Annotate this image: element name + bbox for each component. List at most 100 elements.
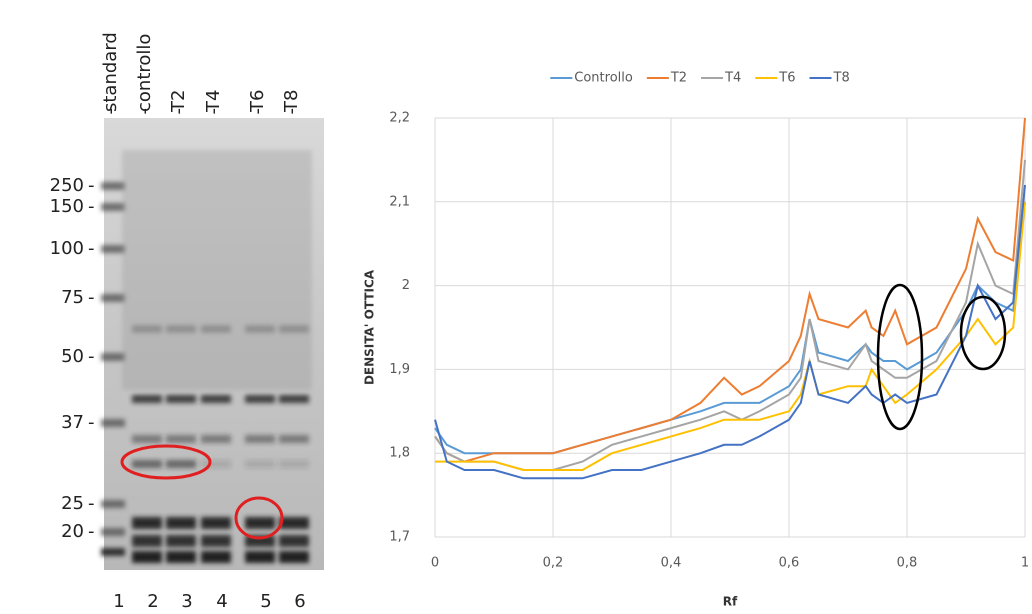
- mw-label: 75: [61, 287, 84, 308]
- mw-label: 250: [50, 175, 84, 196]
- lane-number: 6: [294, 591, 305, 612]
- lane-dash: -: [134, 108, 155, 115]
- gel-band: [279, 435, 309, 443]
- lane-number: 2: [147, 591, 158, 612]
- y-axis-label: DENSITA' OTTICA: [363, 269, 377, 385]
- gel-band: [201, 517, 231, 529]
- lane-label: T6: [247, 90, 268, 113]
- series-line: [434, 117, 1026, 463]
- gel-image: 250 -150 -100 -75 -50 -37 -25 -20 -standard-cont…: [50, 32, 324, 612]
- gel-band: [101, 353, 125, 361]
- lane-label: T4: [203, 90, 224, 113]
- gel-band: [101, 203, 125, 211]
- y-tick-label: 2,1: [389, 194, 410, 209]
- gel-band: [122, 150, 312, 390]
- lane-number: 3: [181, 591, 192, 612]
- mw-label: 37: [61, 412, 84, 433]
- gel-band: [245, 517, 275, 529]
- gel-band: [101, 548, 125, 556]
- highlight-circle: [120, 444, 212, 480]
- line-chart: 1,7 1,8 1,9 2 2,1 2,2 0 0,2 0,4 0,6 0,8 1 Rf DENSITA'…: [363, 71, 1030, 609]
- series-line: [434, 159, 1026, 471]
- gel-band: [166, 517, 196, 529]
- x-tick-label: 0,2: [543, 556, 564, 571]
- series-line: [435, 201, 1026, 471]
- gel-band: [166, 551, 196, 563]
- mw-label: 25: [61, 493, 84, 514]
- gel-band: [166, 435, 196, 443]
- lane-dash: -: [100, 108, 121, 115]
- mw-dash: -: [88, 287, 95, 308]
- gel-band: [101, 245, 125, 253]
- mw-label: 100: [50, 238, 84, 259]
- annotation-ellipse: [876, 283, 924, 431]
- lane-label: controllo: [134, 34, 155, 112]
- lane-dash: -: [168, 108, 189, 115]
- series-line: [434, 184, 1026, 480]
- mw-dash: -: [88, 521, 95, 542]
- lane-number: 4: [216, 591, 227, 612]
- gel-band: [132, 551, 162, 563]
- mw-dash: -: [88, 412, 95, 433]
- mw-dash: -: [88, 175, 95, 196]
- x-tick-label: 0,4: [661, 556, 682, 571]
- gel-band: [132, 395, 162, 403]
- gel-band: [279, 460, 309, 468]
- lane-label: T2: [168, 90, 189, 113]
- gel-band: [279, 535, 309, 547]
- legend-label: T4: [724, 71, 741, 86]
- gel-band: [201, 535, 231, 547]
- gel-band: [101, 182, 125, 190]
- annotation-ellipse: [959, 295, 1007, 371]
- gel-band: [132, 460, 162, 468]
- gel-band: [166, 535, 196, 547]
- gel-band: [245, 395, 275, 403]
- gel-bands: [101, 150, 312, 563]
- gel-band: [166, 460, 196, 468]
- gel-band: [245, 551, 275, 563]
- gel-band: [245, 435, 275, 443]
- gel-band: [132, 517, 162, 529]
- lane-dash: -: [247, 108, 268, 115]
- mw-label: 20: [61, 521, 84, 542]
- legend-label: T8: [833, 71, 850, 86]
- highlight-circle: [234, 496, 284, 540]
- x-axis-label: Rf: [723, 595, 738, 609]
- mw-dash: -: [88, 196, 95, 217]
- lane-number: 1: [113, 591, 124, 612]
- gel-band: [245, 460, 275, 468]
- mw-label: 50: [61, 346, 84, 367]
- gel-band: [132, 535, 162, 547]
- mw-dash: -: [88, 346, 95, 367]
- mw-dash: -: [88, 238, 95, 259]
- x-tick-label: 0,6: [779, 556, 800, 571]
- x-tick-label: 0: [431, 556, 439, 571]
- gel-band: [101, 500, 125, 508]
- y-tick-label: 2: [402, 278, 410, 293]
- gel-band: [101, 528, 125, 536]
- legend-label: T2: [670, 71, 687, 86]
- x-tick-label: 0,8: [897, 556, 918, 571]
- lane-number: 5: [260, 591, 271, 612]
- y-tick-label: 2,2: [389, 111, 410, 126]
- legend-label: T6: [778, 71, 795, 86]
- y-tick-label: 1,7: [389, 530, 410, 545]
- gel-band: [279, 551, 309, 563]
- y-tick-label: 1,9: [389, 362, 410, 377]
- gel-band: [101, 294, 125, 302]
- gel-band: [166, 395, 196, 403]
- legend-label: Controllo: [574, 71, 633, 86]
- gel-band: [279, 517, 309, 529]
- legend: Controllo T2 T4 T6 T8: [550, 71, 850, 86]
- gel-band: [201, 395, 231, 403]
- y-tick-label: 1,8: [389, 446, 410, 461]
- lane-dash: -: [203, 108, 224, 115]
- gel-band: [132, 435, 162, 443]
- gel-band: [201, 435, 231, 443]
- gel-band: [201, 460, 231, 468]
- gel-band: [201, 551, 231, 563]
- lane-label: standard: [100, 32, 121, 112]
- gel-band: [101, 419, 125, 427]
- lane-label: T8: [281, 90, 302, 113]
